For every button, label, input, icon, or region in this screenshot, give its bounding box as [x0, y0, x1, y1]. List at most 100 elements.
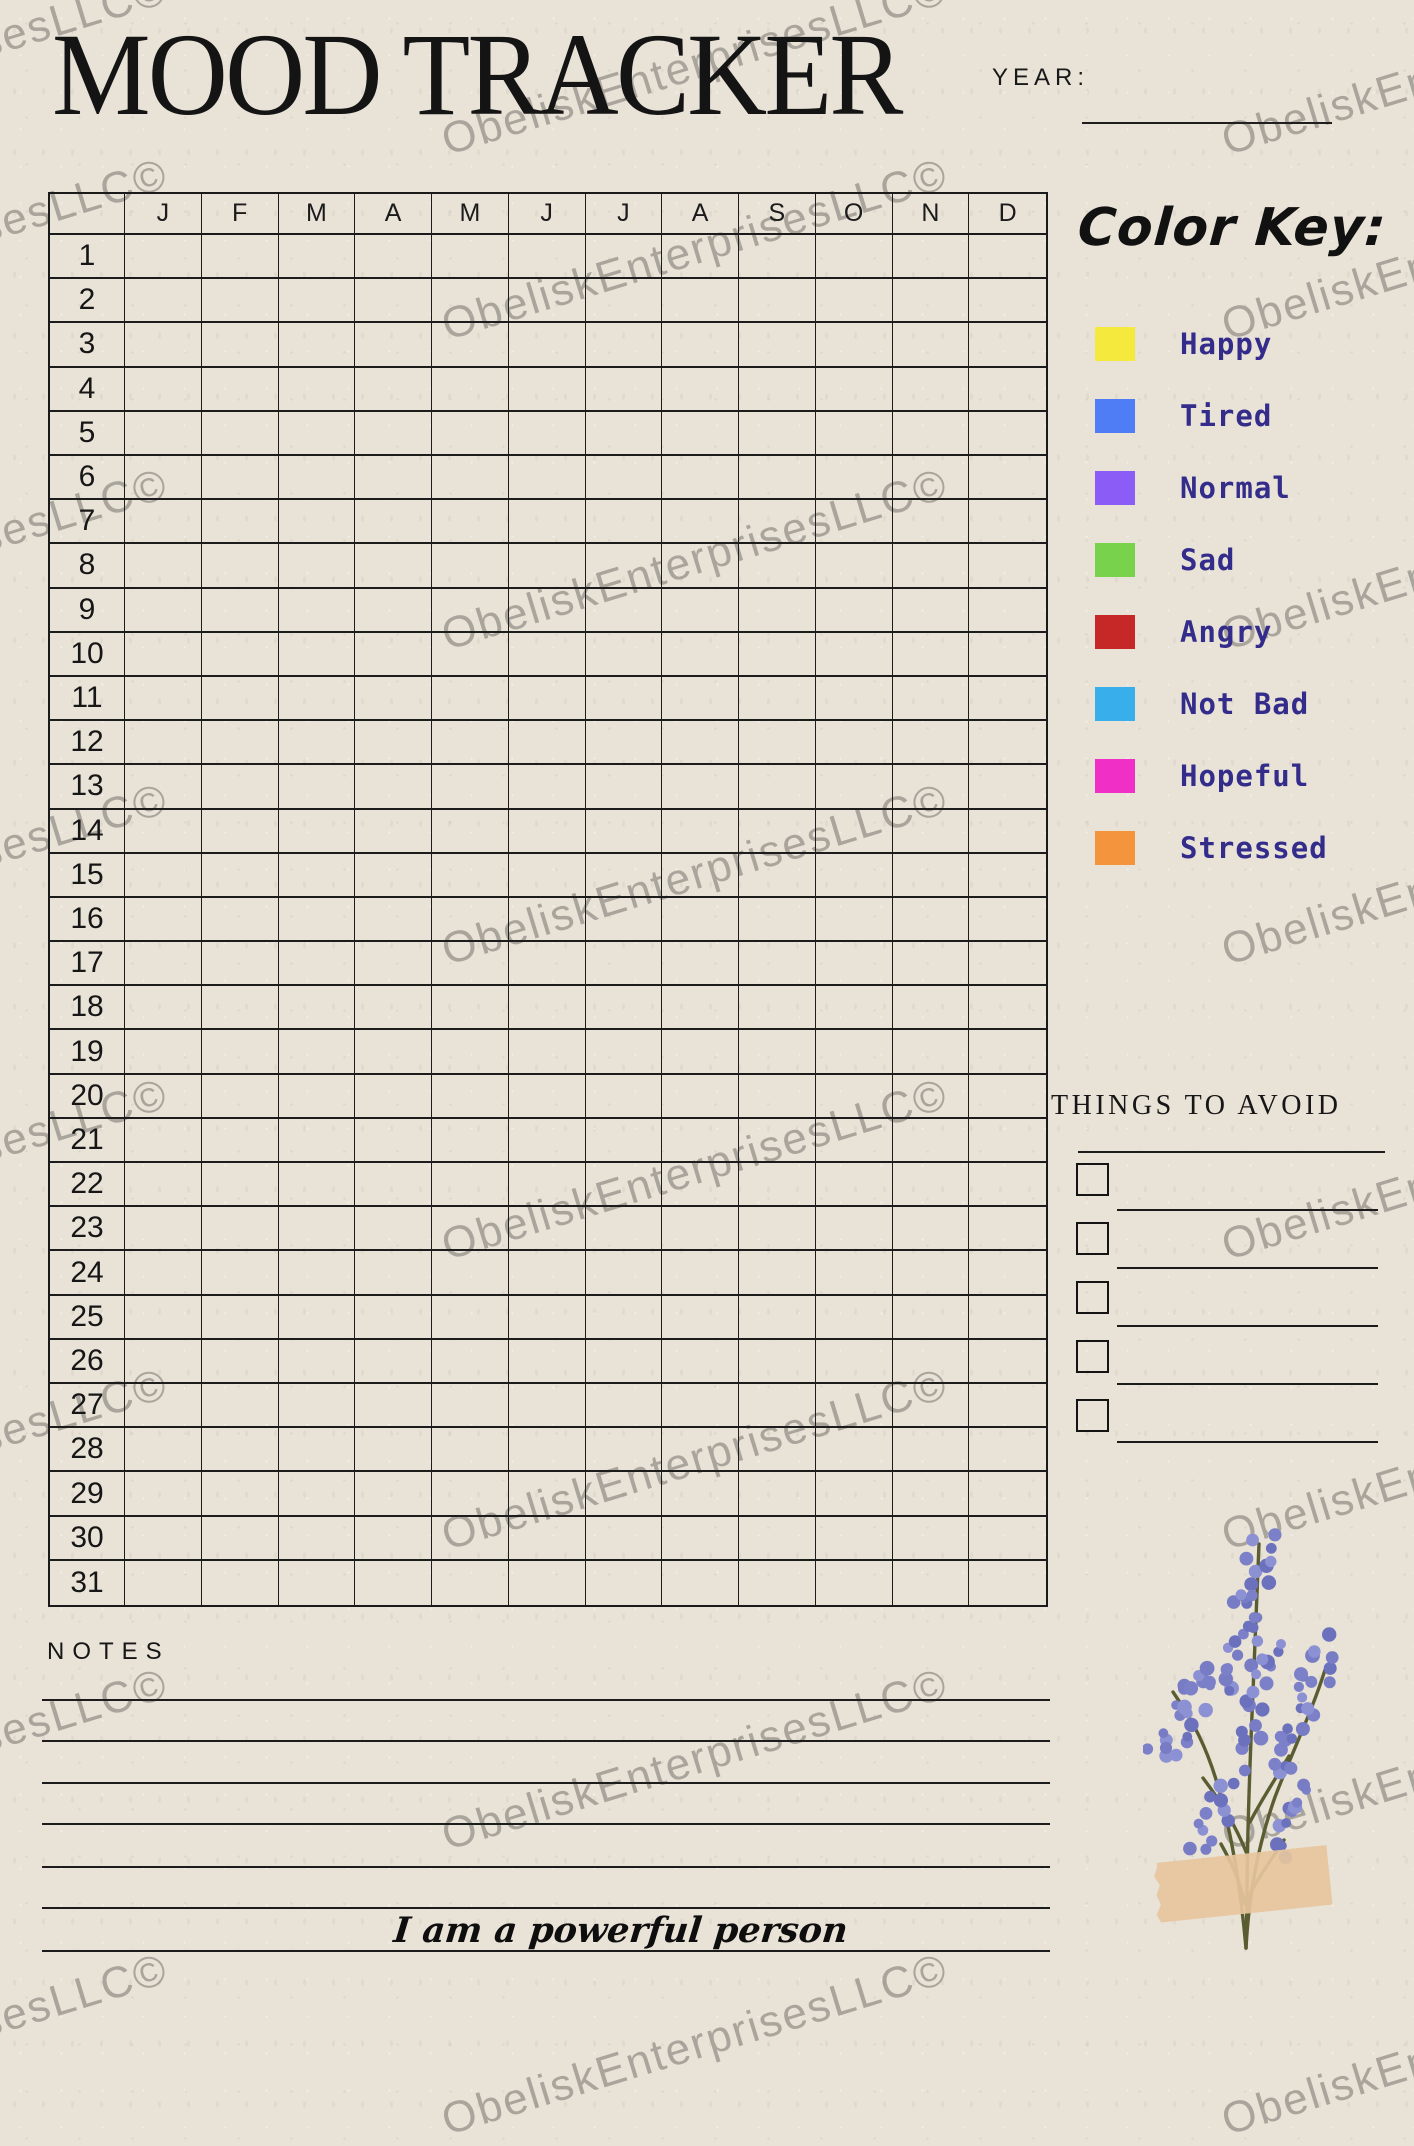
mood-cell[interactable] — [892, 853, 970, 898]
mood-cell[interactable] — [509, 1560, 586, 1605]
notes-input-line[interactable] — [42, 1740, 1050, 1742]
mood-cell[interactable] — [355, 986, 432, 1031]
mood-cell[interactable] — [892, 986, 970, 1031]
mood-cell[interactable] — [662, 588, 739, 633]
mood-cell[interactable] — [201, 1339, 279, 1385]
mood-cell[interactable] — [432, 1428, 509, 1473]
avoid-checkbox[interactable] — [1076, 1163, 1109, 1196]
mood-cell[interactable] — [201, 853, 279, 898]
mood-cell[interactable] — [969, 1561, 1046, 1605]
mood-cell[interactable] — [355, 853, 432, 898]
mood-cell[interactable] — [815, 942, 893, 987]
mood-cell[interactable] — [125, 1339, 202, 1385]
mood-cell[interactable] — [279, 1560, 356, 1605]
mood-cell[interactable] — [355, 1384, 432, 1429]
mood-cell[interactable] — [278, 588, 356, 633]
mood-cell[interactable] — [585, 676, 663, 722]
mood-cell[interactable] — [585, 1516, 663, 1561]
mood-cell[interactable] — [815, 1472, 893, 1517]
mood-cell[interactable] — [739, 1339, 816, 1385]
mood-cell[interactable] — [815, 279, 893, 324]
mood-cell[interactable] — [585, 455, 663, 501]
avoid-input-line[interactable] — [1117, 1383, 1378, 1385]
avoid-input-line[interactable] — [1117, 1267, 1378, 1269]
mood-cell[interactable] — [278, 765, 356, 810]
mood-cell[interactable] — [815, 411, 893, 456]
mood-cell[interactable] — [202, 1560, 279, 1605]
mood-cell[interactable] — [125, 1163, 202, 1208]
mood-cell[interactable] — [739, 809, 816, 854]
mood-cell[interactable] — [662, 1472, 739, 1517]
notes-input-line[interactable] — [42, 1699, 1050, 1701]
mood-cell[interactable] — [585, 1428, 663, 1473]
mood-cell[interactable] — [815, 455, 893, 501]
mood-cell[interactable] — [815, 323, 893, 368]
mood-cell[interactable] — [815, 1207, 893, 1252]
mood-cell[interactable] — [508, 853, 586, 898]
mood-cell[interactable] — [355, 1251, 432, 1296]
mood-cell[interactable] — [892, 1428, 970, 1473]
mood-cell[interactable] — [969, 633, 1046, 677]
mood-cell[interactable] — [201, 1251, 279, 1296]
mood-cell[interactable] — [201, 1207, 279, 1252]
mood-cell[interactable] — [585, 853, 663, 898]
year-input-line[interactable] — [1082, 122, 1332, 124]
mood-cell[interactable] — [662, 809, 739, 854]
mood-cell[interactable] — [585, 942, 663, 987]
mood-cell[interactable] — [508, 235, 586, 280]
mood-cell[interactable] — [278, 411, 356, 456]
mood-cell[interactable] — [432, 942, 509, 987]
mood-cell[interactable] — [662, 544, 739, 589]
mood-cell[interactable] — [125, 986, 202, 1031]
mood-cell[interactable] — [892, 544, 970, 589]
mood-cell[interactable] — [815, 500, 893, 545]
mood-cell[interactable] — [739, 721, 816, 766]
mood-cell[interactable] — [355, 897, 432, 943]
mood-cell[interactable] — [969, 942, 1046, 987]
mood-cell[interactable] — [969, 765, 1046, 810]
mood-cell[interactable] — [278, 897, 356, 943]
mood-cell[interactable] — [508, 1516, 586, 1561]
mood-cell[interactable] — [278, 367, 356, 412]
mood-cell[interactable] — [201, 765, 279, 810]
mood-cell[interactable] — [125, 676, 202, 722]
mood-cell[interactable] — [278, 1118, 356, 1164]
mood-cell[interactable] — [662, 1163, 739, 1208]
mood-cell[interactable] — [739, 544, 816, 589]
mood-cell[interactable] — [585, 411, 663, 456]
mood-cell[interactable] — [201, 1074, 279, 1119]
mood-cell[interactable] — [201, 367, 279, 412]
mood-cell[interactable] — [432, 1295, 509, 1340]
mood-cell[interactable] — [508, 1030, 586, 1075]
mood-cell[interactable] — [278, 1516, 356, 1561]
mood-cell[interactable] — [125, 411, 202, 456]
mood-cell[interactable] — [508, 588, 586, 633]
mood-cell[interactable] — [662, 1074, 739, 1119]
mood-cell[interactable] — [969, 1075, 1046, 1119]
mood-cell[interactable] — [586, 1560, 663, 1605]
avoid-checkbox[interactable] — [1076, 1281, 1109, 1314]
mood-cell[interactable] — [662, 1030, 739, 1075]
mood-cell[interactable] — [201, 1295, 279, 1340]
mood-cell[interactable] — [892, 1384, 970, 1429]
mood-cell[interactable] — [662, 367, 739, 412]
mood-cell[interactable] — [969, 544, 1046, 589]
mood-cell[interactable] — [662, 1118, 739, 1164]
mood-cell[interactable] — [125, 455, 202, 501]
mood-cell[interactable] — [125, 942, 202, 987]
mood-cell[interactable] — [278, 500, 356, 545]
mood-cell[interactable] — [662, 411, 739, 456]
mood-cell[interactable] — [585, 897, 663, 943]
mood-cell[interactable] — [432, 544, 509, 589]
mood-cell[interactable] — [432, 1207, 509, 1252]
notes-input-line[interactable] — [42, 1907, 1050, 1909]
mood-cell[interactable] — [815, 1074, 893, 1119]
mood-cell[interactable] — [432, 1074, 509, 1119]
mood-cell[interactable] — [432, 500, 509, 545]
mood-cell[interactable] — [739, 235, 816, 280]
mood-cell[interactable] — [585, 323, 663, 368]
mood-cell[interactable] — [355, 323, 432, 368]
mood-cell[interactable] — [355, 1074, 432, 1119]
mood-cell[interactable] — [815, 765, 893, 810]
mood-cell[interactable] — [432, 853, 509, 898]
